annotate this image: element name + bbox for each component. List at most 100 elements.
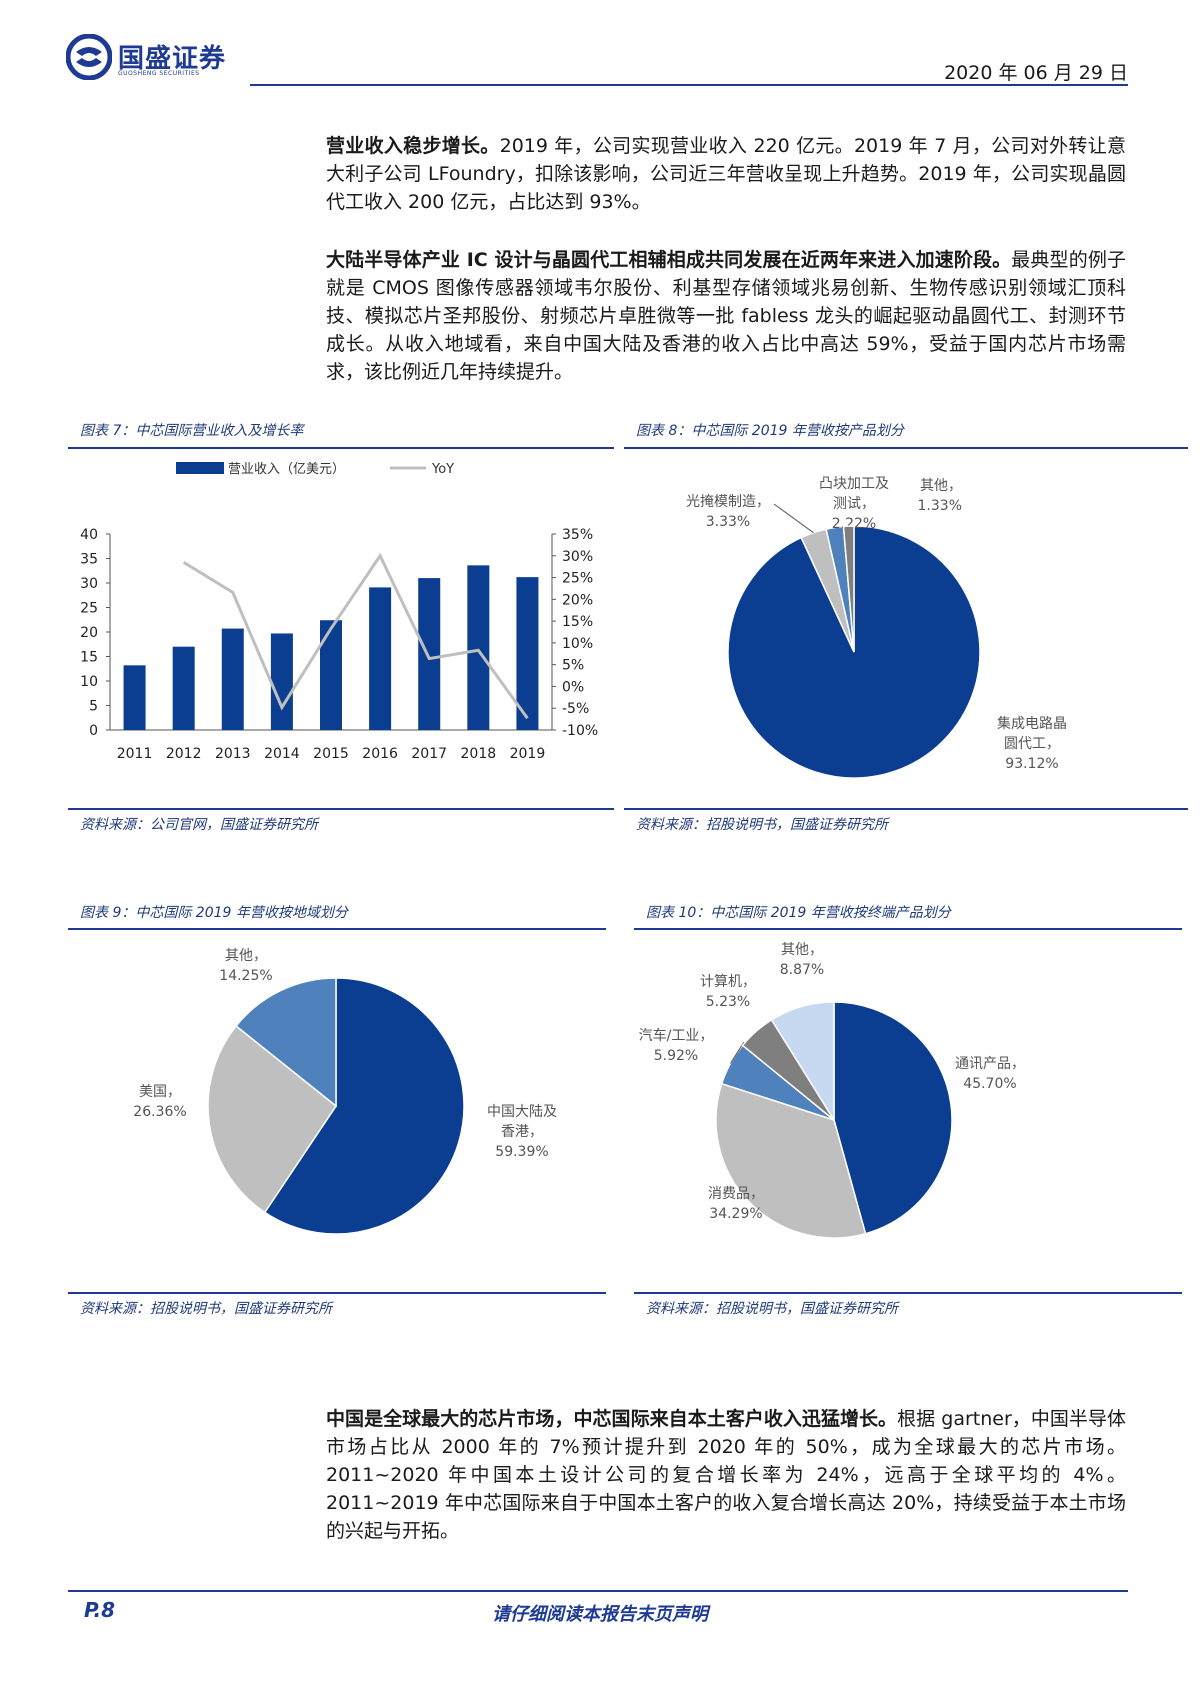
pie-label-name: 美国，: [139, 1084, 181, 1100]
pie-label-value: 5.23%: [706, 994, 750, 1010]
pie-label-value: 3.33%: [706, 514, 750, 530]
pie-label-value: 5.92%: [654, 1048, 698, 1064]
pie-label-value: 26.36%: [133, 1104, 186, 1120]
pie-slice: [715, 1082, 867, 1239]
footer-rule: [68, 1590, 1128, 1592]
figure-8-top-rule: [624, 447, 1188, 449]
pie-label-value: 59.39%: [495, 1144, 548, 1160]
figure-9-top-rule: [68, 928, 606, 930]
y-left-tick-label: 20: [80, 625, 98, 641]
y-right-tick-label: 25%: [562, 571, 593, 587]
figure-7-top-rule: [68, 447, 614, 449]
figure-10-bottom-rule: [634, 1292, 1182, 1294]
pie-label-name: 其他，: [920, 478, 962, 494]
x-tick-label: 2015: [313, 746, 349, 762]
figure-7-source: 资料来源：公司官网，国盛证券研究所: [80, 817, 318, 833]
x-tick-label: 2011: [117, 746, 153, 762]
figure-7-bottom-rule: [68, 808, 614, 810]
paragraph-ic-design: 大陆半导体产业 IC 设计与晶圆代工相辅相成共同发展在近两年来进入加速阶段。最典…: [326, 246, 1126, 386]
x-tick-label: 2018: [461, 746, 497, 762]
pie-slice: [263, 977, 465, 1235]
pie-label-name: 汽车/工业，: [639, 1027, 714, 1044]
revenue-bar: [221, 628, 244, 730]
figure-10-pie-chart: 通讯产品， 45.70% 消费品， 34.29% 汽车/工业， 5.92% 计算机， 5.23…: [639, 942, 1025, 1239]
legend-swatch-revenue: [176, 462, 224, 474]
figure-8-source: 资料来源：招股说明书，国盛证券研究所: [636, 817, 888, 833]
revenue-bar: [369, 587, 392, 730]
pie-label-value: 34.29%: [709, 1206, 762, 1222]
x-tick-label: 2013: [215, 746, 251, 762]
pie-label-name: 通讯产品，: [955, 1056, 1025, 1072]
pie-label-value: 45.70%: [963, 1076, 1016, 1092]
pie-label-name: 圆代工，: [1004, 736, 1060, 752]
y-left-tick-label: 35: [80, 552, 98, 568]
pie-slice: [207, 1024, 338, 1214]
figure-9-title: 图表 9：中芯国际 2019 年营收按地域划分: [80, 905, 348, 921]
pie-label-name: 其他，: [225, 948, 267, 964]
x-tick-label: 2017: [411, 746, 447, 762]
paragraph-lead: 中国是全球最大的芯片市场，中芯国际来自本土客户收入迅猛增长。: [326, 1408, 898, 1430]
x-tick-label: 2019: [510, 746, 546, 762]
pie-slice: [842, 525, 855, 653]
header-rule: [250, 84, 1128, 86]
paragraph-revenue: 营业收入稳步增长。2019 年，公司实现营业收入 220 亿元。2019 年 7…: [326, 132, 1126, 216]
y-left-tick-label: 15: [80, 650, 98, 666]
pie-label-name: 凸块加工及: [819, 476, 889, 492]
figure-9-source: 资料来源：招股说明书，国盛证券研究所: [80, 1301, 332, 1317]
paragraph-body: 2019 年，公司实现营业收入 220 亿元。2019 年 7 月，公司对外转让…: [326, 135, 1126, 213]
pie-label-value: 1.33%: [918, 498, 962, 514]
pie-slice: [833, 1001, 953, 1235]
paragraph-lead: 营业收入稳步增长。: [326, 135, 500, 157]
company-name-en: GUOSHENG SECURITIES: [118, 70, 200, 77]
pie-label-name: 消费品，: [708, 1186, 764, 1202]
y-left-tick-label: 5: [89, 699, 98, 715]
y-left-tick-label: 0: [89, 723, 98, 739]
revenue-bar: [270, 633, 293, 730]
disclaimer-notice: 请仔细阅读本报告末页声明: [492, 1604, 708, 1625]
y-left-tick-label: 30: [80, 576, 98, 592]
revenue-bar: [467, 565, 490, 730]
pie-slice: [770, 1001, 835, 1123]
paragraph-china-market: 中国是全球最大的芯片市场，中芯国际来自本土客户收入迅猛增长。根据 gartner…: [326, 1405, 1126, 1545]
company-name-cn: 国盛证券: [118, 44, 227, 74]
legend-label-yoy: YoY: [431, 462, 454, 477]
y-right-tick-label: -10%: [562, 723, 598, 739]
y-left-tick-label: 10: [80, 674, 98, 690]
figure-9-pie-chart: 中国大陆及香港， 59.39% 美国， 26.36% 其他， 14.25%: [133, 948, 557, 1235]
figure-10-source: 资料来源：招股说明书，国盛证券研究所: [646, 1301, 898, 1317]
figure-8-bottom-rule: [624, 808, 1188, 810]
pie-label-name: 中国大陆及: [487, 1104, 557, 1120]
paragraph-body: 最典型的例子就是 CMOS 图像传感器领域韦尔股份、利基型存储领域兆易创新、生物…: [326, 249, 1126, 383]
figure-8-pie-chart: 集成电路晶圆代工，93.12%光掩模制造，3.33%凸块加工及测试，2.22%其…: [686, 476, 1067, 779]
y-right-tick-label: 0%: [562, 679, 584, 695]
y-right-tick-label: 20%: [562, 592, 593, 608]
legend-label-revenue: 营业收入（亿美元）: [228, 462, 345, 477]
pie-label-name: 计算机，: [700, 974, 756, 990]
figure-7-title: 图表 7：中芯国际营业收入及增长率: [80, 423, 304, 439]
y-right-tick-label: -5%: [562, 701, 589, 717]
y-left-tick-label: 40: [80, 527, 98, 543]
figure-7-combo-chart: 营业收入（亿美元） YoY 0 5 10 15 20 25 30 35 40 -10% -5% 0% 5% 1…: [80, 462, 598, 762]
figure-8-title: 图表 8：中芯国际 2019 年营收按产品划分: [636, 423, 904, 439]
y-left-tick-label: 25: [80, 601, 98, 617]
y-right-tick-label: 5%: [562, 658, 584, 674]
x-tick-label: 2014: [264, 746, 300, 762]
y-right-tick-label: 10%: [562, 636, 593, 652]
pie-label-name: 其他，: [781, 942, 823, 958]
revenue-bar: [418, 578, 441, 730]
y-right-tick-label: 30%: [562, 549, 593, 565]
logo-icon: [66, 34, 112, 80]
yoy-line: [182, 552, 529, 720]
pie-label-value: 93.12%: [1005, 756, 1058, 772]
paragraph-body: 根据 gartner，中国半导体市场占比从 2000 年的 7%预计提升到 20…: [326, 1408, 1126, 1542]
x-tick-label: 2012: [166, 746, 202, 762]
figure-10-title: 图表 10：中芯国际 2019 年营收按终端产品划分: [646, 905, 951, 921]
pie-label-name: 香港，: [501, 1124, 543, 1140]
revenue-bar: [516, 577, 539, 730]
pie-label-name: 测试，: [833, 496, 875, 512]
pie-label-value: 14.25%: [219, 968, 272, 984]
y-right-tick-label: 35%: [562, 527, 593, 543]
figure-9-bottom-rule: [68, 1292, 606, 1294]
revenue-bar: [320, 620, 342, 730]
page-number: P.8: [84, 1598, 116, 1622]
